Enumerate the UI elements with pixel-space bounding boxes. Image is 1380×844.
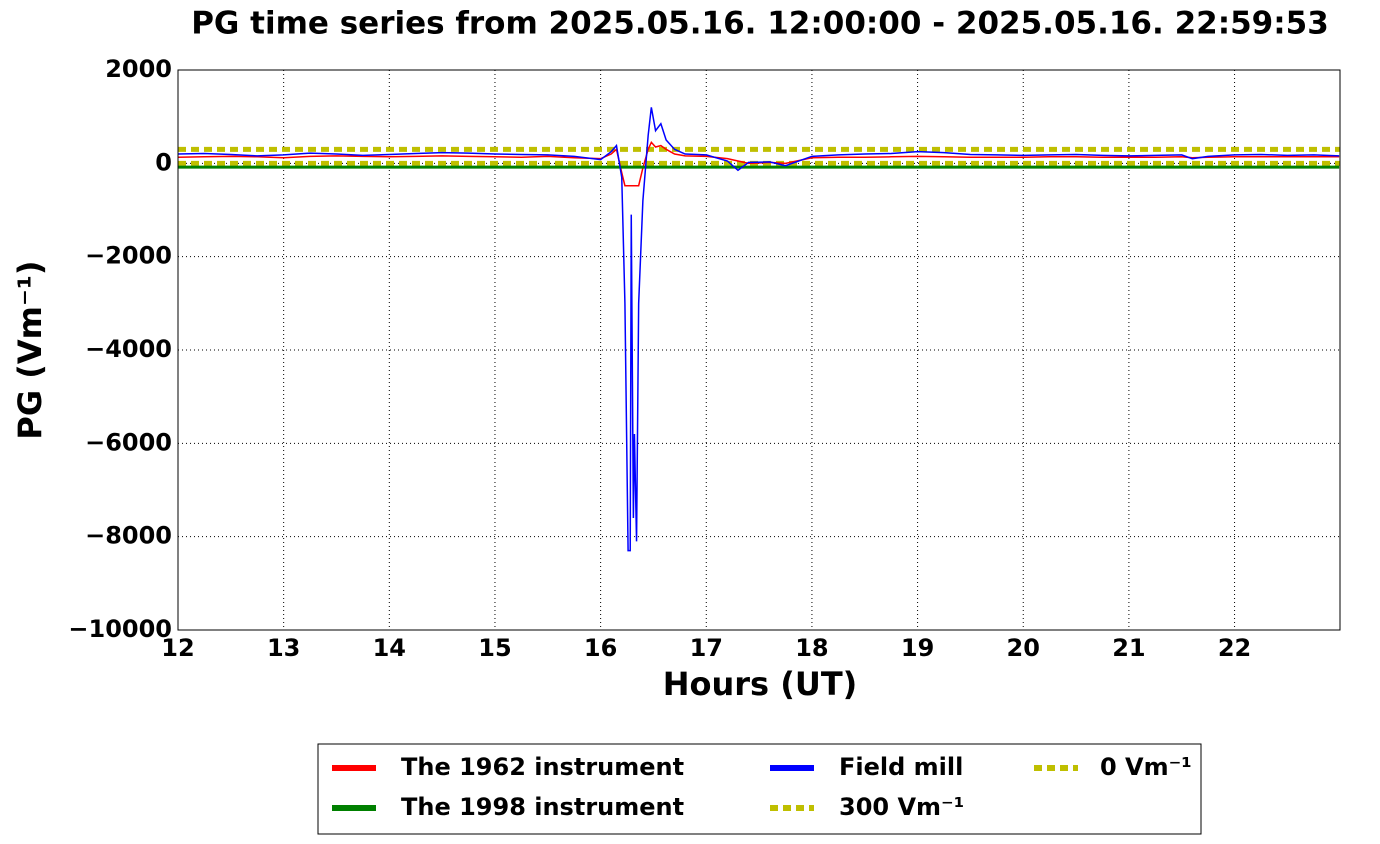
series-line	[178, 107, 1340, 552]
x-tick-label: 14	[373, 634, 406, 662]
y-tick-label: −2000	[85, 242, 172, 270]
x-tick-label: 22	[1218, 634, 1251, 662]
y-tick-label: −10000	[68, 615, 172, 643]
legend-box	[317, 743, 1202, 835]
legend-label: 0 Vm⁻¹	[1100, 753, 1192, 781]
chart-title: PG time series from 2025.05.16. 12:00:00…	[191, 6, 1329, 42]
x-tick-label: 21	[1112, 634, 1145, 662]
x-tick-label: 19	[901, 634, 934, 662]
series-line	[178, 140, 1340, 187]
y-tick-label: 0	[155, 148, 172, 176]
x-tick-label: 17	[690, 634, 723, 662]
plot-frame	[177, 69, 1341, 631]
x-tick-label: 18	[795, 634, 828, 662]
y-tick-label: −6000	[85, 428, 172, 456]
y-tick-label: 2000	[105, 55, 172, 83]
y-tick-label: −8000	[85, 522, 172, 550]
legend-label: The 1998 instrument	[401, 793, 684, 821]
x-tick-label: 20	[1007, 634, 1040, 662]
x-tick-label: 15	[478, 634, 511, 662]
legend-label: The 1962 instrument	[401, 753, 684, 781]
x-tick-label: 12	[161, 634, 194, 662]
y-axis-label: PG (Vm⁻¹)	[11, 260, 49, 439]
legend-label: Field mill	[839, 753, 963, 781]
legend-label: 300 Vm⁻¹	[839, 793, 964, 821]
x-tick-label: 13	[267, 634, 300, 662]
x-tick-label: 16	[584, 634, 617, 662]
plot-area	[178, 107, 1340, 552]
y-tick-label: −4000	[85, 335, 172, 363]
x-axis-label: Hours (UT)	[663, 665, 858, 703]
